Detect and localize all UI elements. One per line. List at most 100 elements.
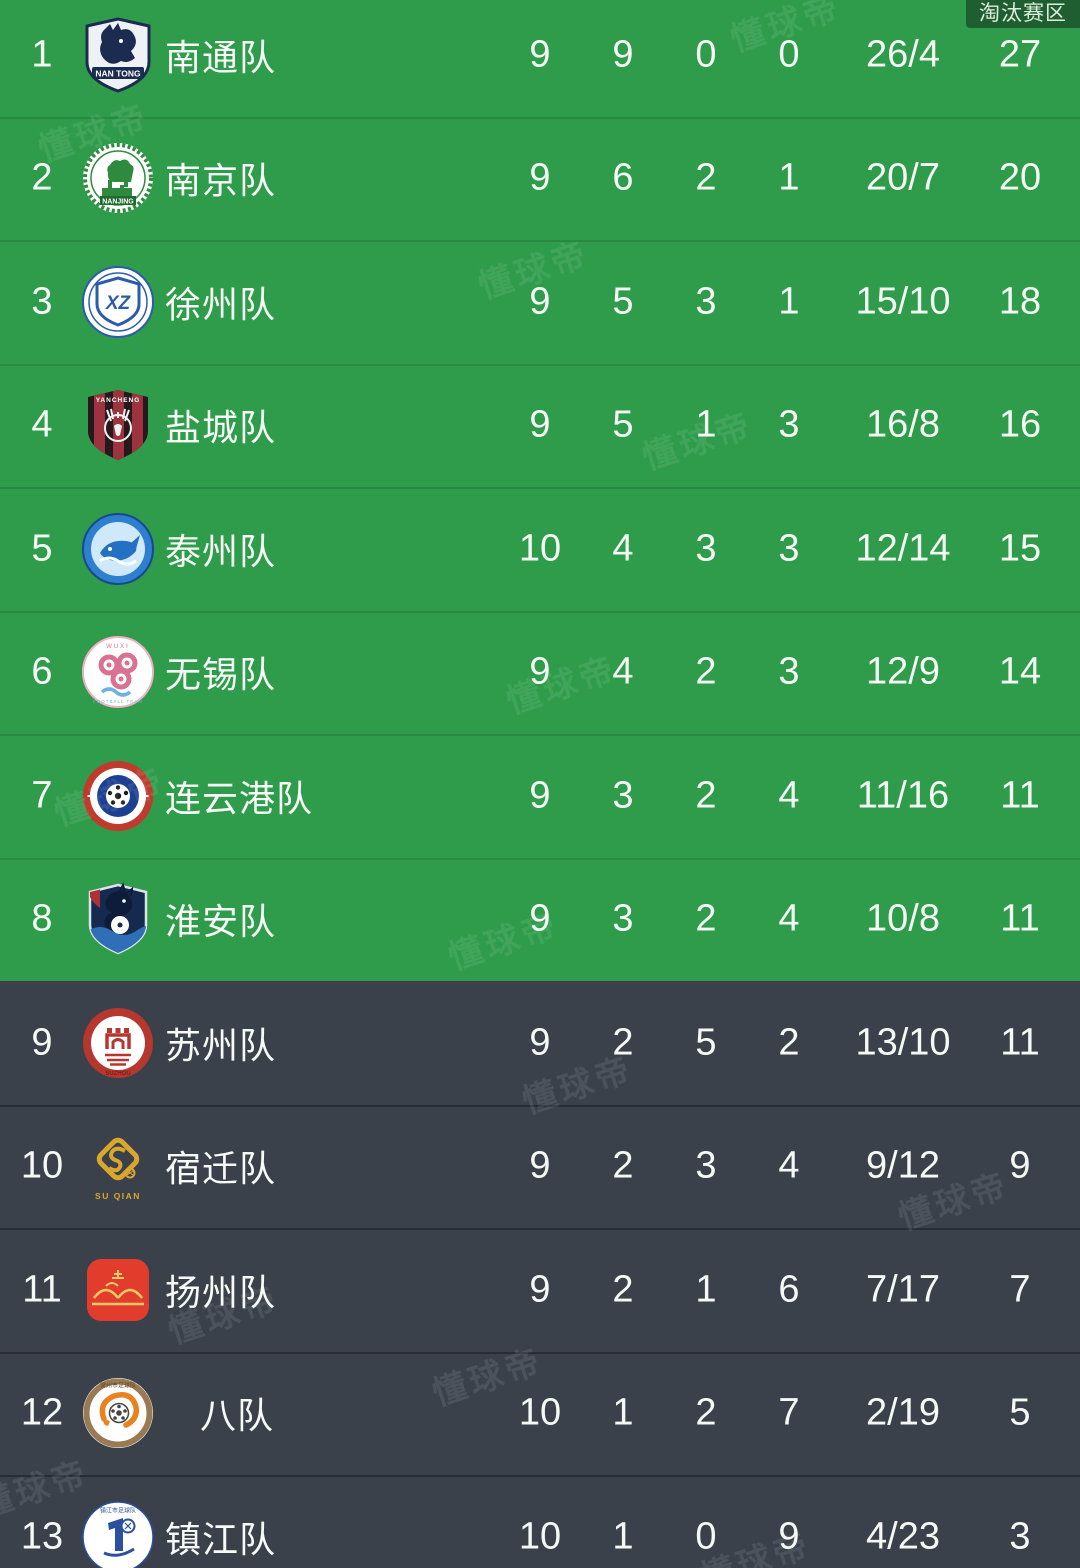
stat-wins: 1 bbox=[612, 1515, 634, 1558]
stat-losses: 4 bbox=[778, 1144, 800, 1187]
stat-wins: 4 bbox=[612, 527, 634, 570]
stat-played: 9 bbox=[529, 403, 551, 446]
stat-points: 16 bbox=[998, 403, 1042, 446]
table-row[interactable]: 9 SUZHOU 苏州队 9 2 5 2 13/10 11 bbox=[0, 981, 1080, 1105]
stat-losses: 9 bbox=[778, 1515, 800, 1558]
stat-wins: 5 bbox=[612, 280, 634, 323]
team-rank: 7 bbox=[31, 774, 53, 817]
logo-text: 镇江市足球队 bbox=[100, 1506, 136, 1514]
table-row[interactable]: 2 NANJING 南京队 9 6 2 1 20/7 20 bbox=[0, 116, 1080, 240]
stat-played: 10 bbox=[518, 527, 562, 570]
logo-text: NANJING bbox=[102, 199, 134, 206]
stat-losses: 4 bbox=[778, 774, 800, 817]
stat-played: 9 bbox=[529, 33, 551, 76]
table-row[interactable]: 5 泰州队 10 4 3 3 12/14 15 bbox=[0, 487, 1080, 611]
stat-draws: 1 bbox=[695, 1268, 717, 1311]
stat-wins: 2 bbox=[612, 1021, 634, 1064]
stat-draws: 0 bbox=[695, 33, 717, 76]
stat-draws: 3 bbox=[695, 527, 717, 570]
stat-losses: 3 bbox=[778, 527, 800, 570]
table-row[interactable]: 8 淮安队 9 3 2 4 10/8 11 bbox=[0, 857, 1080, 981]
stat-draws: 5 bbox=[695, 1021, 717, 1064]
stat-played: 9 bbox=[529, 1021, 551, 1064]
team-logo: WUXI FOOTBALL TEAM bbox=[80, 634, 156, 710]
stat-wins: 2 bbox=[612, 1268, 634, 1311]
stat-draws: 3 bbox=[695, 1144, 717, 1187]
stat-losses: 0 bbox=[778, 33, 800, 76]
team-name: 淮安队 bbox=[165, 901, 277, 943]
logo-text: YANCHENG bbox=[96, 397, 141, 404]
stat-goals: 11/16 bbox=[856, 774, 950, 817]
stat-points: 11 bbox=[1000, 774, 1040, 817]
team-rank: 6 bbox=[31, 650, 53, 693]
team-rank: 4 bbox=[31, 403, 53, 446]
team-logo: SU QIAN bbox=[80, 1128, 156, 1204]
stat-draws: 2 bbox=[695, 897, 717, 940]
stat-points: 9 bbox=[1009, 1144, 1031, 1187]
stat-losses: 6 bbox=[778, 1268, 800, 1311]
team-name: 连云港队 bbox=[165, 777, 314, 819]
stat-points: 14 bbox=[998, 650, 1042, 693]
logo-text: NAN TONG bbox=[95, 68, 141, 78]
stat-goals: 10/8 bbox=[866, 897, 940, 940]
stat-played: 9 bbox=[529, 1268, 551, 1311]
stat-points: 27 bbox=[998, 33, 1042, 76]
table-row[interactable]: 1 NAN TONG 南通队 9 9 0 0 26/4 27 bbox=[0, 0, 1080, 117]
stat-goals: 2/19 bbox=[866, 1391, 940, 1434]
stat-points: 15 bbox=[998, 527, 1042, 570]
team-rank: 8 bbox=[31, 897, 53, 940]
team-rank: 13 bbox=[20, 1515, 64, 1558]
logo-text: 常州市足球队 bbox=[100, 1382, 136, 1390]
stat-goals: 26/4 bbox=[866, 33, 940, 76]
stat-played: 9 bbox=[529, 280, 551, 323]
stat-losses: 1 bbox=[778, 156, 800, 199]
stat-wins: 5 bbox=[612, 403, 634, 446]
stat-draws: 2 bbox=[695, 774, 717, 817]
stat-wins: 3 bbox=[612, 774, 634, 817]
stat-points: 7 bbox=[1009, 1268, 1031, 1311]
team-name: 宿迁队 bbox=[165, 1148, 277, 1190]
team-logo: NANJING bbox=[80, 140, 156, 216]
logo-text: SU QIAN bbox=[95, 1191, 141, 1201]
stat-losses: 3 bbox=[778, 403, 800, 446]
table-row[interactable]: 11 扬州队 9 2 1 6 7/17 7 bbox=[0, 1228, 1080, 1352]
team-logo bbox=[80, 758, 156, 834]
table-row[interactable]: 13 镇江市足球队 镇江队 10 1 0 9 4/23 3 bbox=[0, 1475, 1080, 1568]
stat-goals: 4/23 bbox=[866, 1515, 940, 1558]
team-rank: 5 bbox=[31, 527, 53, 570]
table-row[interactable]: 7 连云港队 9 3 2 4 11/16 11 bbox=[0, 734, 1080, 858]
table-row[interactable]: 4 YANCHENG 盐城队 9 5 1 3 16/8 16 bbox=[0, 363, 1080, 487]
stat-losses: 1 bbox=[778, 280, 800, 323]
stat-goals: 16/8 bbox=[866, 403, 940, 446]
stat-goals: 9/12 bbox=[866, 1144, 940, 1187]
table-row[interactable]: 12 常州市足球队 八队 10 1 2 7 2/19 5 bbox=[0, 1351, 1080, 1475]
team-name: 扬州队 bbox=[165, 1271, 277, 1313]
team-name: 无锡队 bbox=[165, 654, 277, 696]
stat-points: 20 bbox=[998, 156, 1042, 199]
stat-draws: 0 bbox=[695, 1515, 717, 1558]
stat-draws: 2 bbox=[695, 650, 717, 693]
team-rank: 10 bbox=[20, 1144, 64, 1187]
stat-draws: 3 bbox=[695, 280, 717, 323]
logo-text: FOOTBALL TEAM bbox=[93, 699, 143, 704]
stat-points: 11 bbox=[1000, 1021, 1040, 1064]
team-name: 泰州队 bbox=[165, 530, 277, 572]
stat-wins: 2 bbox=[612, 1144, 634, 1187]
table-row[interactable]: 10 SU QIAN 宿迁队 9 2 3 4 9/12 9 bbox=[0, 1104, 1080, 1228]
stat-losses: 7 bbox=[778, 1391, 800, 1434]
table-row[interactable]: 3 XZ 徐州队 9 5 3 1 15/10 18 bbox=[0, 240, 1080, 364]
team-logo: SUZHOU bbox=[80, 1005, 156, 1081]
stat-goals: 20/7 bbox=[866, 156, 940, 199]
stat-played: 9 bbox=[529, 1144, 551, 1187]
team-logo: YANCHENG bbox=[80, 387, 156, 463]
stat-points: 5 bbox=[1009, 1391, 1031, 1434]
table-row[interactable]: 6 WUXI FOOTBALL TEAM 无锡队 9 4 2 3 12/9 14 bbox=[0, 610, 1080, 734]
logo-text: SUZHOU bbox=[105, 1071, 130, 1077]
team-logo bbox=[80, 1252, 156, 1328]
stat-goals: 13/10 bbox=[855, 1021, 951, 1064]
knockout-zone-badge: 淘汰赛区 bbox=[966, 0, 1080, 28]
team-logo bbox=[80, 881, 156, 957]
team-rank: 1 bbox=[31, 33, 53, 76]
